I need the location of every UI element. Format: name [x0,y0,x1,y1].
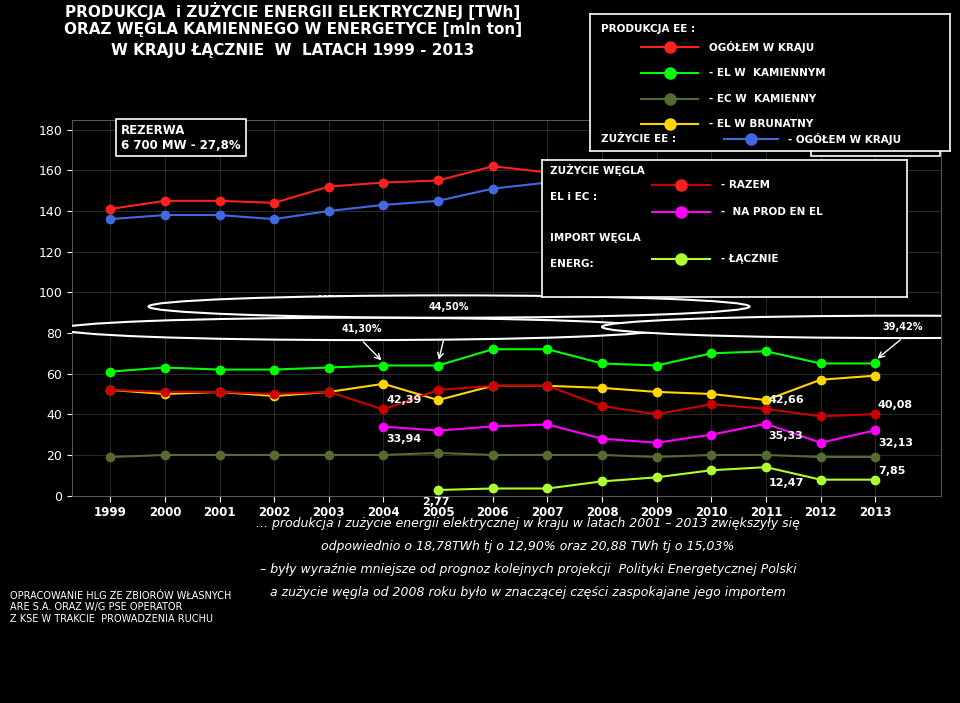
Text: – były wyraźnie mniejsze od prognoz kolejnych projekcji  Polityki Energetycznej : – były wyraźnie mniejsze od prognoz kole… [260,563,796,576]
Text: 33,94: 33,94 [386,434,421,444]
Text: - EL W BRUNATNY: - EL W BRUNATNY [709,119,813,129]
Circle shape [602,316,960,338]
Text: OPRACOWANIE HLG ZE ZBIORÓW WŁASNYCH
ARE S.A. ORAZ W/G PSE OPERATOR
Z KSE W TRAKC: OPRACOWANIE HLG ZE ZBIORÓW WŁASNYCH ARE … [10,591,231,624]
Text: REZERWA
6 700 MW - 27,8%: REZERWA 6 700 MW - 27,8% [121,124,241,152]
Text: odpowiednio o 18,78TWh tj o 12,90% oraz 20,88 TWh tj o 15,03%: odpowiednio o 18,78TWh tj o 12,90% oraz … [322,540,734,553]
Text: REZERWA
2 052 MW - 10,9%: REZERWA 2 052 MW - 10,9% [816,124,935,152]
Text: 44,50%: 44,50% [429,302,469,311]
Text: PRODUKCJA EE :: PRODUKCJA EE : [601,24,695,34]
Text: ZUŻYCIE EE :: ZUŻYCIE EE : [601,134,676,144]
Text: 35,33: 35,33 [769,431,804,441]
Text: 41,30%: 41,30% [342,324,382,334]
Text: 40,08: 40,08 [878,400,913,410]
Text: ... produkcja i zużycie energii elektrycznej w kraju w latach 2001 – 2013 zwięks: ... produkcja i zużycie energii elektryc… [256,517,800,529]
Text: 42,66: 42,66 [769,395,804,405]
Circle shape [61,318,662,340]
Text: - EC W  KAMIENNY: - EC W KAMIENNY [709,94,816,104]
Circle shape [149,295,750,318]
Text: 32,13: 32,13 [878,437,913,448]
Text: ZUŻYCIE WĘGLA: ZUŻYCIE WĘGLA [550,165,644,176]
Text: a zużycie węgla od 2008 roku było w znaczącej części zaspokajane jego importem: a zużycie węgla od 2008 roku było w znac… [270,586,786,599]
Text: 2,77: 2,77 [421,497,449,508]
Text: PRODUKCJA  i ZUŻYCIE ENERGII ELEKTRYCZNEJ [TWh]: PRODUKCJA i ZUŻYCIE ENERGII ELEKTRYCZNEJ… [65,2,520,20]
Text: 7,85: 7,85 [878,465,905,476]
Text: - EL W  KAMIENNYM: - EL W KAMIENNYM [709,68,826,78]
Text: IMPORT WĘGLA: IMPORT WĘGLA [550,233,640,243]
Text: ENERG:: ENERG: [550,259,593,269]
Text: EL i EC :: EL i EC : [550,192,597,202]
Text: - ŁĄCZNIE: - ŁĄCZNIE [721,254,779,264]
Text: -  NA PROD EN EL: - NA PROD EN EL [721,207,823,217]
Text: - RAZEM: - RAZEM [721,180,770,190]
Text: UDZIAŁ  W PRODUKCJI
OGÓŁEM :: UDZIAŁ W PRODUKCJI OGÓŁEM : [318,295,456,317]
Text: 42,39: 42,39 [386,395,421,406]
Text: 12,47: 12,47 [769,477,804,488]
Text: - OGÓŁEM W KRAJU: - OGÓŁEM W KRAJU [788,133,901,145]
Text: W KRAJU ŁĄCZNIE  W  LATACH 1999 - 2013: W KRAJU ŁĄCZNIE W LATACH 1999 - 2013 [111,43,474,58]
Text: 39,42%: 39,42% [882,322,923,332]
Text: OGÓŁEM W KRAJU: OGÓŁEM W KRAJU [709,41,814,53]
Text: ORAZ WĘGLA KAMIENNEGO W ENERGETYCE [mln ton]: ORAZ WĘGLA KAMIENNEGO W ENERGETYCE [mln … [63,22,522,37]
